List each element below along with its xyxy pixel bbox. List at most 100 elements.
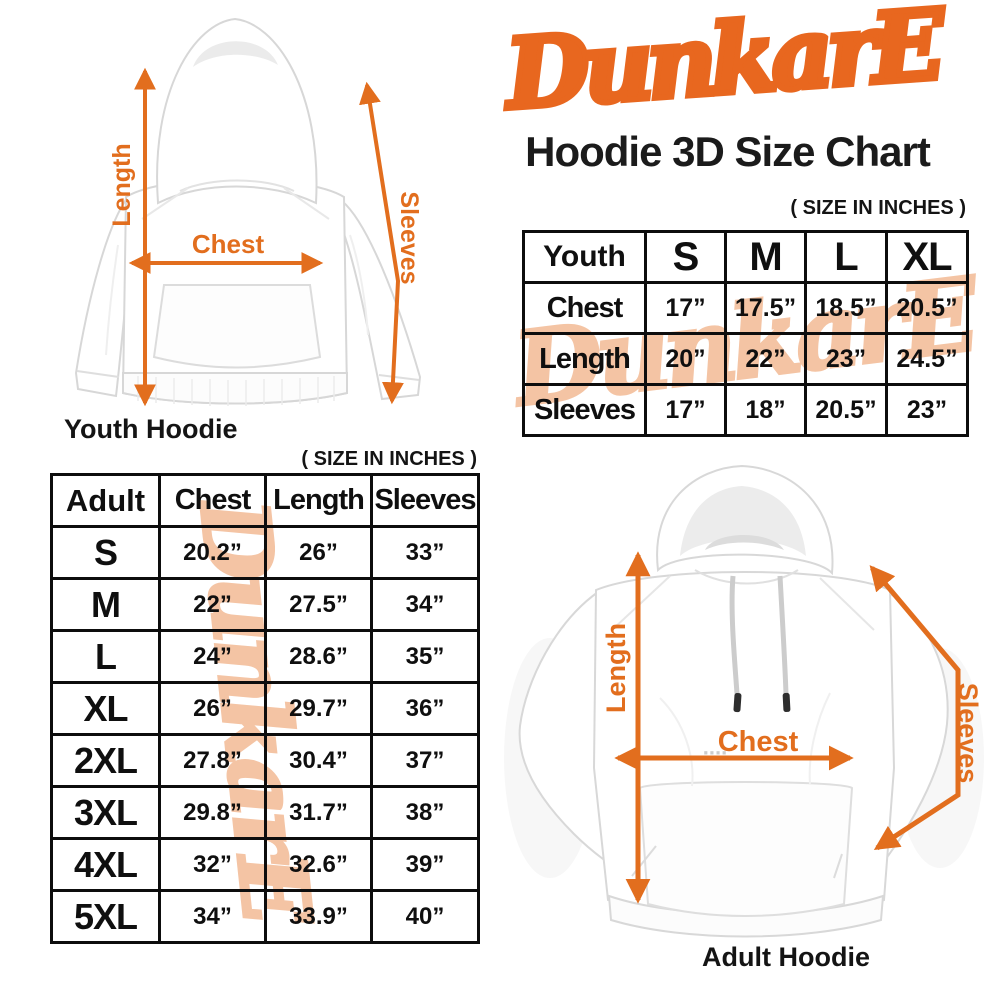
adult-table-row-label-cell: 2XL xyxy=(50,733,161,788)
adult-table-value-cell: 20.2” xyxy=(158,525,267,580)
adult-table-value-cell: 31.7” xyxy=(264,785,373,840)
adult-table-value-cell: 29.8” xyxy=(158,785,267,840)
adult-table-row: L 24” 28.6” 35” xyxy=(50,629,480,684)
youth-table-value-cell: 20.5” xyxy=(885,281,969,335)
youth-table-value-cell: 23” xyxy=(804,332,888,386)
youth-table-row-label-cell: Chest xyxy=(522,281,647,335)
adult-table-value-cell: 32” xyxy=(158,837,267,892)
youth-table-header-cell: L xyxy=(804,230,888,284)
youth-table-value-cell: 17” xyxy=(644,383,727,437)
youth-size-table: Youth S M L XL Chest 17” 17.5” 18.5” 20.5” Length 2… xyxy=(522,230,969,437)
youth-kangaroo-pocket xyxy=(152,284,322,369)
adult-hood-opening xyxy=(680,486,806,556)
adult-table-row-label-cell: S xyxy=(50,525,161,580)
adult-table-row: M 22” 27.5” 34” xyxy=(50,577,480,632)
youth-left-cuff-seam xyxy=(76,370,120,378)
adult-table-header-row: Adult Chest Length Sleeves xyxy=(50,473,480,528)
youth-chest-label: Chest xyxy=(192,229,265,259)
page-title: Hoodie 3D Size Chart xyxy=(525,128,931,175)
adult-length-label: Length xyxy=(601,623,631,713)
youth-hoodie-figure: Length Chest Sleeves xyxy=(30,5,470,455)
adult-table-value-cell: 30.4” xyxy=(264,733,373,788)
adult-table-value-cell: 33.9” xyxy=(264,889,373,944)
adult-drawstring-right xyxy=(777,575,789,695)
adult-table-value-cell: 34” xyxy=(370,577,480,632)
adult-table-value-cell: 37” xyxy=(370,733,480,788)
adult-aglet-left xyxy=(733,692,742,713)
adult-size-note: ( SIZE IN INCHES ) xyxy=(301,448,477,470)
adult-table-row-label-cell: 4XL xyxy=(50,837,161,892)
adult-table-row: S 20.2” 26” 33” xyxy=(50,525,480,580)
adult-table-row: XL 26” 29.7” 36” xyxy=(50,681,480,736)
adult-table-header-cell: Length xyxy=(264,473,373,528)
youth-length-label: Length xyxy=(108,143,136,226)
adult-table-value-cell: 38” xyxy=(370,785,480,840)
youth-hoodie-illustration: Length Chest Sleeves xyxy=(74,17,423,407)
adult-sleeves-label: Sleeves xyxy=(953,683,983,784)
youth-table-row-label-cell: Sleeves xyxy=(522,383,647,437)
adult-table-row-label-cell: 3XL xyxy=(50,785,161,840)
adult-table-header-cell: Chest xyxy=(158,473,267,528)
adult-table-value-cell: 26” xyxy=(264,525,373,580)
youth-table-row: Sleeves 17” 18” 20.5” 23” xyxy=(522,383,969,437)
adult-table-row-label-cell: M xyxy=(50,577,161,632)
youth-table-value-cell: 23” xyxy=(885,383,969,437)
adult-table-value-cell: 29.7” xyxy=(264,681,373,736)
youth-table-header-cell: Youth xyxy=(522,230,647,284)
adult-table-value-cell: 27.5” xyxy=(264,577,373,632)
adult-table-value-cell: 36” xyxy=(370,681,480,736)
adult-sleeves-arrow xyxy=(869,565,961,851)
youth-table-row: Length 20” 22” 23” 24.5” xyxy=(522,332,969,386)
youth-table-header-cell: M xyxy=(724,230,807,284)
adult-chest-label: Chest xyxy=(718,726,799,758)
youth-table-value-cell: 24.5” xyxy=(885,332,969,386)
adult-table-value-cell: 24” xyxy=(158,629,267,684)
adult-table-value-cell: 34” xyxy=(158,889,267,944)
youth-table-header-cell: S xyxy=(644,230,727,284)
adult-hood-shadow xyxy=(705,535,784,550)
youth-table-header-cell: XL xyxy=(885,230,969,284)
adult-table-row-label-cell: L xyxy=(50,629,161,684)
adult-neckline xyxy=(694,569,799,585)
adult-table-value-cell: 28.6” xyxy=(264,629,373,684)
adult-aglet-right xyxy=(782,692,791,713)
youth-measure-labels: Length Chest Sleeves xyxy=(108,143,423,284)
adult-table-header-cell: Adult xyxy=(50,473,161,528)
youth-table-value-cell: 18” xyxy=(724,383,807,437)
adult-kangaroo-pocket xyxy=(638,781,854,917)
adult-table-row: 4XL 32” 32.6” 39” xyxy=(50,837,480,892)
adult-table-row: 5XL 34” 33.9” 40” xyxy=(50,889,480,944)
youth-table-value-cell: 17.5” xyxy=(724,281,807,335)
youth-table-value-cell: 20” xyxy=(644,332,727,386)
youth-neck-seam xyxy=(179,179,295,192)
adult-table-value-cell: 22” xyxy=(158,577,267,632)
adult-table-value-cell: 40” xyxy=(370,889,480,944)
adult-table-row-label-cell: XL xyxy=(50,681,161,736)
youth-sleeves-arrow xyxy=(359,81,404,405)
youth-hoodie-caption: Youth Hoodie xyxy=(64,414,238,444)
adult-drawstring-left xyxy=(729,575,740,695)
youth-table-value-cell: 22” xyxy=(724,332,807,386)
adult-table-value-cell: 33” xyxy=(370,525,480,580)
adult-size-table: Adult Chest Length Sleeves S 20.2” 26” 33” M 22” 2… xyxy=(50,473,480,944)
adult-wrinkles xyxy=(659,692,831,787)
adult-measure-arrows xyxy=(614,551,961,904)
adult-table-row: 3XL 29.8” 31.7” 38” xyxy=(50,785,480,840)
youth-sleeves-label: Sleeves xyxy=(395,191,423,284)
adult-table-value-cell: 32.6” xyxy=(264,837,373,892)
youth-hood xyxy=(156,17,318,205)
adult-table-section: DunkarE Adult Chest Length Sleeves S 20.2” 26”… xyxy=(50,473,480,947)
adult-hoodie-illustration: Length .... Chest Sleeves xyxy=(504,464,984,938)
adult-table-value-cell: 39” xyxy=(370,837,480,892)
adult-table-row: 2XL 27.8” 30.4” 37” xyxy=(50,733,480,788)
youth-table-header-row: Youth S M L XL xyxy=(522,230,969,284)
youth-table-row: Chest 17” 17.5” 18.5” 20.5” xyxy=(522,281,969,335)
youth-table-value-cell: 18.5” xyxy=(804,281,888,335)
adult-table-row-label-cell: 5XL xyxy=(50,889,161,944)
youth-table-row-label-cell: Length xyxy=(522,332,647,386)
youth-table-value-cell: 17” xyxy=(644,281,727,335)
youth-table-section: DunkarE Youth S M L XL Chest 17” 17.5” 18.5” 20.5… xyxy=(506,230,982,437)
adult-hoodie-caption: Adult Hoodie xyxy=(702,942,870,972)
youth-table-value-cell: 20.5” xyxy=(804,383,888,437)
